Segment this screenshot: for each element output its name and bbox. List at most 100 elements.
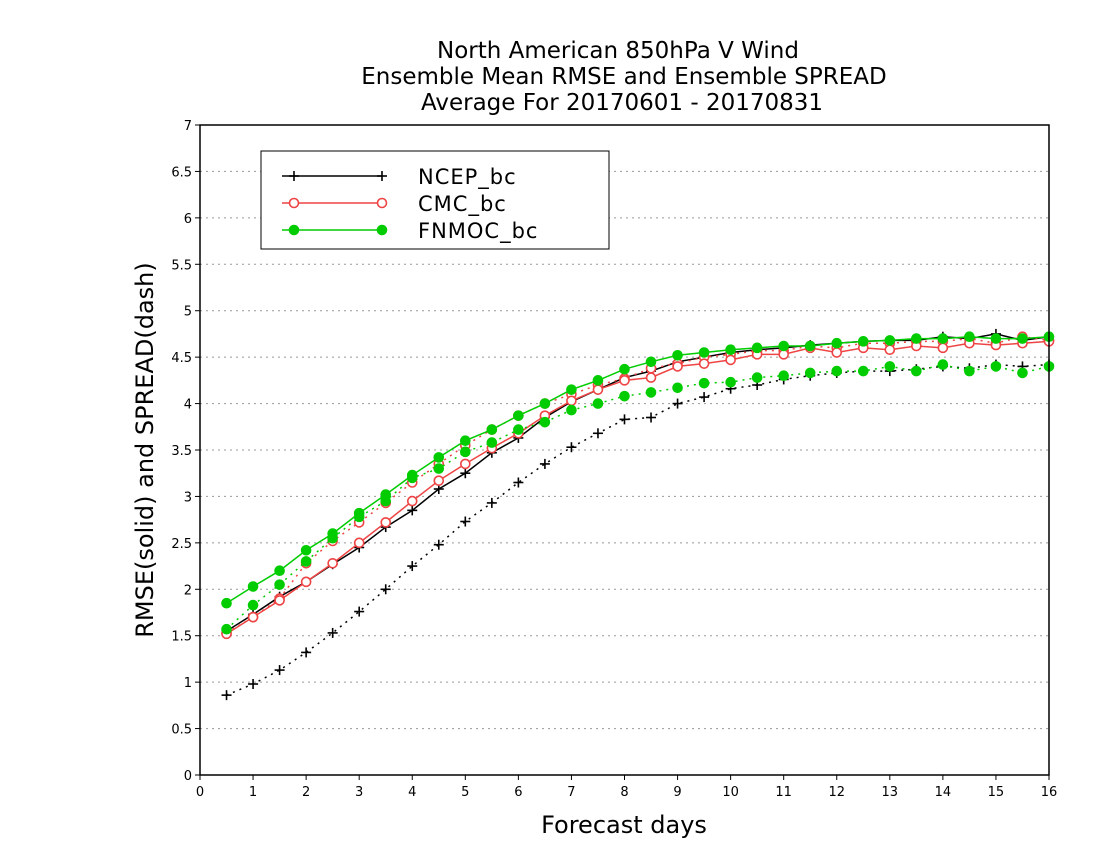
fnmoc-bc-spread-point	[778, 370, 789, 382]
cmc-bc-rmse-point	[380, 517, 392, 528]
fnmoc-bc-rmse-point	[1017, 333, 1028, 344]
x-tick-label: 8	[620, 785, 628, 800]
ncep-bc-spread-point	[646, 412, 657, 423]
fnmoc-bc-rmse-point	[990, 333, 1002, 344]
legend-marker-cmc-bc	[288, 197, 300, 209]
fnmoc-bc-spread-point	[1017, 367, 1028, 379]
cmc-bc-rmse-point	[619, 375, 630, 386]
fnmoc-bc-rmse-point	[539, 398, 551, 409]
legend-marker-fnmoc-bc	[288, 224, 300, 236]
fnmoc-bc-rmse-point	[221, 597, 232, 609]
fnmoc-bc-spread-point	[990, 361, 1002, 372]
cmc-bc-rmse-point	[645, 372, 657, 383]
cmc-bc-rmse-point	[406, 495, 418, 507]
legend-marker-fnmoc-bc	[376, 224, 388, 236]
fnmoc-bc-spread-point	[884, 361, 896, 372]
ncep-bc-spread-point	[327, 627, 338, 638]
legend-label-fnmoc-bc: FNMOC_bc	[418, 219, 538, 244]
fnmoc-bc-rmse-point	[751, 342, 763, 354]
fnmoc-bc-rmse-point	[433, 452, 445, 463]
cmc-bc-rmse-point	[566, 395, 577, 407]
fnmoc-bc-rmse-point	[380, 489, 392, 500]
y-tick-label: 1	[184, 676, 192, 691]
fnmoc-bc-rmse-point	[406, 469, 418, 481]
chart-title-line-1: North American 850hPa V Wind	[437, 38, 799, 64]
fnmoc-bc-spread-point	[566, 404, 577, 416]
fnmoc-bc-spread-point	[274, 579, 285, 590]
ncep-bc-spread-point	[566, 442, 577, 453]
fnmoc-bc-rmse-point	[486, 424, 498, 435]
fnmoc-bc-rmse-line	[226, 335, 1050, 604]
fnmoc-bc-spread-point	[964, 365, 975, 377]
cmc-bc-rmse-point	[353, 537, 365, 549]
ncep-bc-spread-point	[539, 458, 550, 469]
y-tick-label: 4	[184, 398, 192, 413]
ncep-bc-spread-point	[486, 497, 497, 508]
x-axis-label: Forecast days	[541, 811, 707, 839]
y-tick-label: 4.5	[171, 351, 192, 366]
cmc-bc-rmse-point	[884, 344, 896, 356]
cmc-bc-rmse-point	[698, 358, 710, 369]
fnmoc-bc-rmse-point	[804, 340, 816, 352]
x-tick-label: 15	[988, 785, 1005, 800]
x-tick-label: 12	[828, 785, 845, 800]
fnmoc-bc-rmse-point	[247, 581, 259, 592]
ncep-bc-spread-point	[619, 414, 630, 425]
fnmoc-bc-rmse-point	[460, 435, 471, 447]
cmc-bc-rmse-point	[725, 354, 736, 366]
fnmoc-bc-spread-point	[539, 416, 551, 428]
fnmoc-bc-spread-point	[645, 387, 657, 398]
cmc-bc-rmse-point	[327, 557, 338, 569]
fnmoc-bc-rmse-point	[725, 344, 736, 356]
x-tick-label: 16	[1041, 785, 1058, 800]
y-tick-label: 7	[184, 119, 192, 134]
cmc-bc-spread-line	[226, 335, 1050, 634]
ncep-bc-spread-point	[672, 398, 683, 409]
axis-ticks: 00.511.522.533.544.555.566.570 1 2 3 4 5 6 7 8 9 1…	[171, 119, 1057, 800]
fnmoc-bc-rmse-point	[778, 340, 789, 352]
cmc-bc-rmse-line	[226, 340, 1050, 635]
y-tick-label: 3.5	[171, 444, 192, 459]
x-tick-label: 2	[302, 785, 310, 800]
fnmoc-bc-spread-point	[672, 382, 683, 394]
fnmoc-bc-spread-point	[725, 376, 736, 388]
x-tick-label: 0	[196, 785, 204, 800]
fnmoc-bc-spread-point	[911, 365, 922, 377]
x-tick-label: 9	[673, 785, 681, 800]
legend-box	[260, 150, 610, 250]
fnmoc-bc-rmse-point	[964, 331, 975, 343]
fnmoc-bc-rmse-point	[911, 333, 922, 344]
ncep-bc-spread-point	[248, 679, 259, 689]
ncep-bc-rmse-point	[460, 468, 471, 479]
fnmoc-bc-rmse-point	[274, 565, 285, 577]
x-tick-label: 5	[461, 785, 469, 800]
legend-marker-cmc-bc	[376, 197, 388, 209]
y-tick-label: 0	[184, 769, 192, 784]
fnmoc-bc-spread-point	[247, 599, 259, 611]
x-tick-label: 10	[722, 785, 739, 800]
fnmoc-bc-spread-point	[831, 365, 843, 377]
fnmoc-bc-spread-point	[698, 377, 710, 389]
cmc-bc-rmse-point	[460, 458, 471, 470]
fnmoc-bc-spread-point	[937, 359, 949, 370]
legend-label-cmc-bc: CMC_bc	[418, 192, 507, 217]
fnmoc-bc-spread-point	[460, 446, 471, 458]
ncep-bc-rmse-point	[407, 505, 418, 516]
fnmoc-bc-spread-point	[751, 372, 763, 383]
y-tick-label: 5.5	[171, 258, 192, 273]
y-tick-label: 0.5	[171, 723, 192, 738]
ncep-bc-spread-point	[274, 665, 285, 676]
fnmoc-bc-rmse-point	[300, 544, 312, 556]
ncep-bc-spread-point	[354, 606, 365, 617]
y-axis-label: RMSE(solid) and SPREAD(dash)	[131, 262, 159, 638]
y-tick-label: 2.5	[171, 537, 192, 552]
ncep-bc-spread-point	[221, 690, 232, 701]
fnmoc-bc-spread-point	[433, 463, 445, 474]
ncep-bc-spread-point	[433, 539, 444, 550]
x-tick-label: 11	[775, 785, 792, 800]
cmc-bc-rmse-point	[937, 342, 949, 354]
x-tick-label: 7	[567, 785, 575, 800]
chart-title-line-2: Ensemble Mean RMSE and Ensemble SPREAD	[361, 64, 886, 90]
fnmoc-bc-spread-point	[804, 367, 816, 379]
